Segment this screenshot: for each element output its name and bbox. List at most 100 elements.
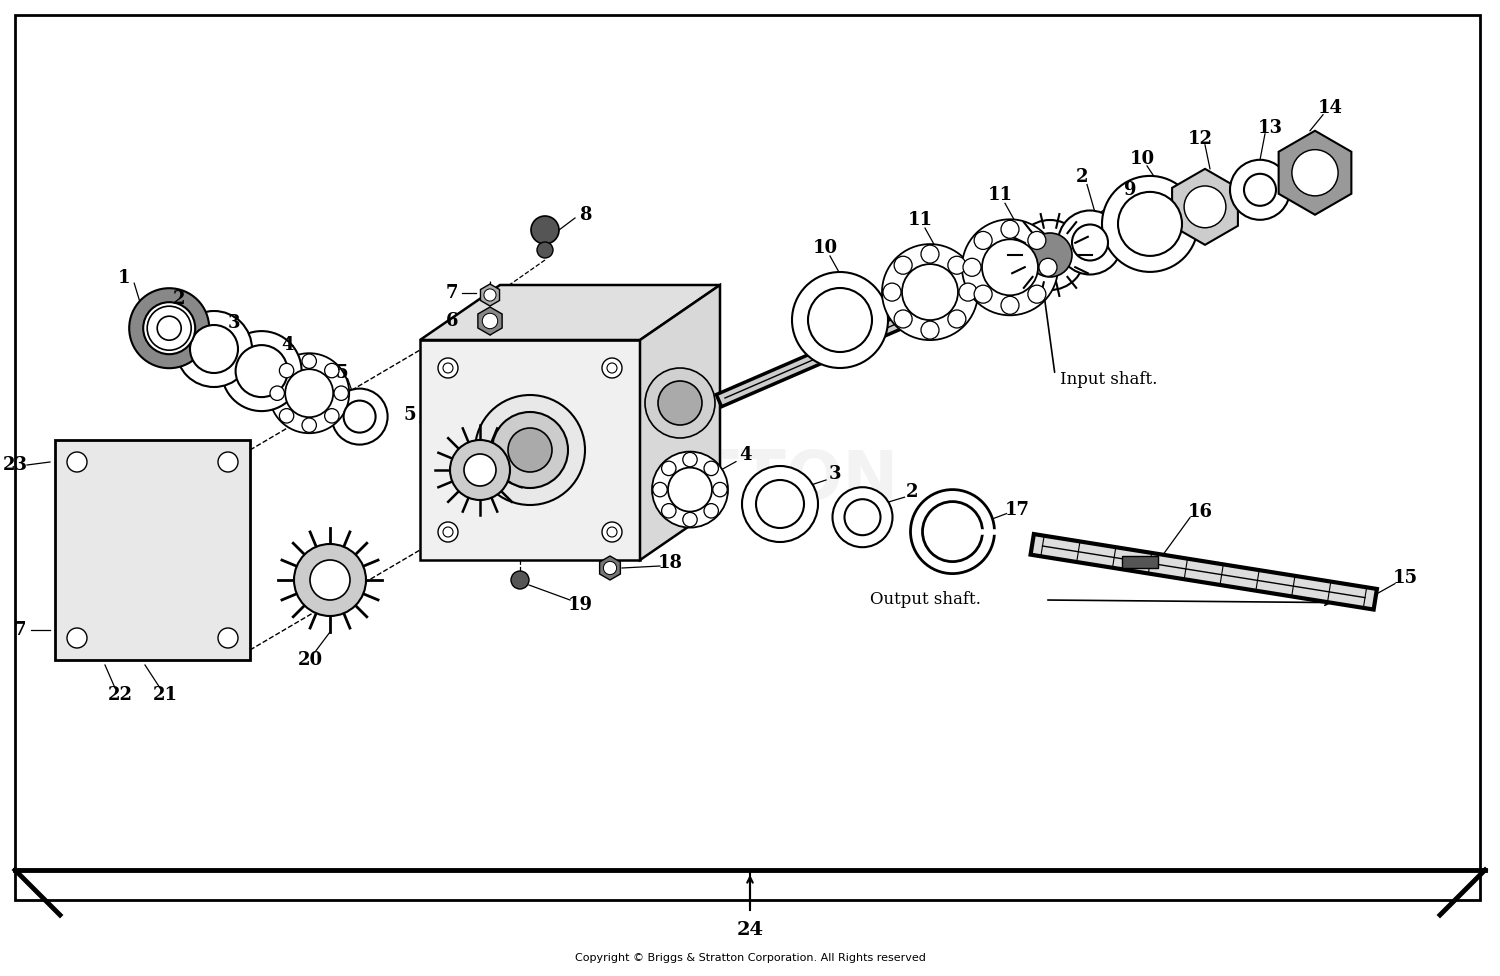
Circle shape [302, 354, 316, 368]
Text: 8: 8 [579, 206, 591, 224]
Text: 10: 10 [813, 239, 837, 257]
Circle shape [921, 245, 939, 264]
Polygon shape [480, 284, 500, 306]
Text: 20: 20 [297, 651, 322, 669]
Text: 3: 3 [828, 465, 842, 483]
Text: 21: 21 [153, 686, 177, 704]
Circle shape [332, 388, 387, 445]
Circle shape [483, 313, 498, 329]
Circle shape [792, 272, 888, 368]
Circle shape [147, 306, 190, 350]
Circle shape [704, 462, 718, 475]
Circle shape [279, 409, 294, 423]
Text: 15: 15 [1392, 569, 1417, 587]
Circle shape [645, 368, 716, 438]
Circle shape [668, 468, 712, 511]
Circle shape [176, 311, 252, 387]
Text: 13: 13 [1257, 119, 1282, 137]
Text: 12: 12 [1188, 130, 1212, 147]
Circle shape [922, 502, 982, 561]
Circle shape [438, 522, 458, 542]
Circle shape [324, 363, 339, 378]
Text: 24: 24 [736, 921, 764, 939]
Text: STRATTON: STRATTON [503, 447, 898, 513]
Circle shape [509, 428, 552, 472]
Circle shape [742, 466, 818, 542]
Circle shape [294, 544, 366, 616]
Circle shape [1000, 221, 1018, 238]
Text: 22: 22 [108, 686, 132, 704]
Text: 7: 7 [446, 284, 459, 302]
Circle shape [1184, 186, 1225, 227]
Circle shape [1028, 231, 1045, 250]
Circle shape [1230, 160, 1290, 220]
Circle shape [652, 452, 728, 528]
Circle shape [982, 239, 1038, 296]
Circle shape [958, 283, 976, 302]
Circle shape [158, 316, 182, 341]
Circle shape [450, 440, 510, 500]
Circle shape [833, 487, 892, 548]
Circle shape [974, 231, 992, 250]
Circle shape [1118, 192, 1182, 256]
Circle shape [894, 257, 912, 274]
Circle shape [704, 504, 718, 518]
Circle shape [603, 561, 616, 575]
Text: Input shaft.: Input shaft. [1060, 372, 1158, 388]
Polygon shape [478, 307, 502, 335]
Circle shape [1028, 233, 1072, 277]
Circle shape [129, 288, 209, 368]
Circle shape [1244, 174, 1276, 206]
Circle shape [882, 244, 978, 340]
Circle shape [884, 283, 902, 302]
Circle shape [602, 358, 622, 378]
Polygon shape [600, 556, 621, 580]
Circle shape [142, 303, 195, 354]
Circle shape [948, 310, 966, 328]
Circle shape [658, 381, 702, 425]
Circle shape [68, 628, 87, 648]
Circle shape [1000, 297, 1018, 314]
Circle shape [334, 386, 348, 400]
Circle shape [902, 264, 958, 320]
Circle shape [1072, 224, 1108, 261]
Text: 3: 3 [228, 314, 240, 332]
Text: 7: 7 [13, 621, 26, 639]
Circle shape [1028, 285, 1045, 304]
Circle shape [712, 482, 728, 497]
Text: 19: 19 [567, 596, 592, 614]
Text: 5: 5 [336, 364, 348, 382]
Circle shape [68, 452, 87, 472]
Circle shape [682, 453, 698, 467]
Polygon shape [640, 285, 720, 560]
Circle shape [442, 363, 453, 373]
Circle shape [948, 257, 966, 274]
Polygon shape [1278, 131, 1352, 215]
Circle shape [492, 412, 568, 488]
Circle shape [310, 560, 350, 600]
Circle shape [608, 363, 616, 373]
Circle shape [1102, 176, 1198, 272]
Circle shape [662, 504, 676, 518]
Circle shape [756, 480, 804, 528]
Circle shape [512, 571, 530, 589]
Circle shape [279, 363, 294, 378]
Circle shape [974, 285, 992, 304]
Circle shape [1016, 220, 1084, 290]
Circle shape [1292, 149, 1338, 196]
Text: 4: 4 [738, 446, 752, 464]
Circle shape [662, 462, 676, 475]
Text: 10: 10 [1130, 150, 1155, 168]
Text: 2: 2 [172, 290, 186, 308]
Polygon shape [1172, 169, 1238, 245]
Text: 9: 9 [1124, 181, 1137, 199]
Polygon shape [1122, 555, 1158, 568]
Circle shape [1058, 211, 1122, 274]
Circle shape [844, 499, 880, 535]
Circle shape [608, 527, 616, 537]
Circle shape [963, 259, 981, 276]
Circle shape [324, 409, 339, 423]
Text: 2: 2 [906, 483, 918, 502]
Bar [420, 340, 640, 560]
Circle shape [1040, 259, 1058, 276]
